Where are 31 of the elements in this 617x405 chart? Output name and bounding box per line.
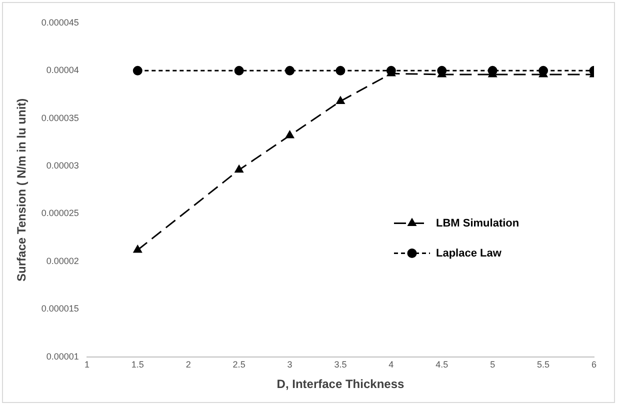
point	[336, 66, 346, 76]
y-tick-label: 0.00001	[46, 351, 79, 362]
point	[133, 245, 142, 253]
y-tick-label: 0.000015	[41, 304, 79, 314]
x-tick-label: 3.5	[334, 360, 347, 370]
x-tick-label: 3	[287, 360, 292, 370]
x-axis-title: D, Interface Thickness	[276, 377, 404, 392]
point	[132, 66, 142, 76]
y-tick-label: 0.000045	[41, 17, 79, 28]
x-tick-label: 5.5	[537, 360, 550, 370]
x-tick-label: 4	[388, 360, 394, 370]
x-tick-label: 2	[186, 360, 191, 370]
point	[285, 66, 295, 76]
y-tick-label: 0.00003	[46, 160, 79, 171]
legend-label: LBM Simulation	[436, 217, 520, 230]
y-tick-label: 0.000025	[41, 208, 79, 218]
y-axis-title: Surface Tension ( N/m in lu unit)	[14, 98, 29, 282]
point	[234, 165, 244, 173]
legend-label: Laplace Law	[436, 247, 502, 260]
point	[336, 96, 345, 104]
x-tick-label: 1	[84, 360, 90, 370]
x-tick-label: 5	[490, 360, 496, 370]
y-tick-label: 0.000035	[41, 112, 79, 123]
x-tick-label: 6	[591, 360, 597, 370]
point	[286, 130, 294, 138]
y-tick-label: 0.00004	[46, 65, 79, 76]
point	[234, 66, 244, 76]
x-tick-label: 2.5	[232, 360, 246, 370]
x-tick-label: 4.5	[436, 360, 448, 370]
x-tick-label: 1.5	[131, 360, 144, 370]
y-tick-label: 0.00002	[46, 256, 79, 266]
